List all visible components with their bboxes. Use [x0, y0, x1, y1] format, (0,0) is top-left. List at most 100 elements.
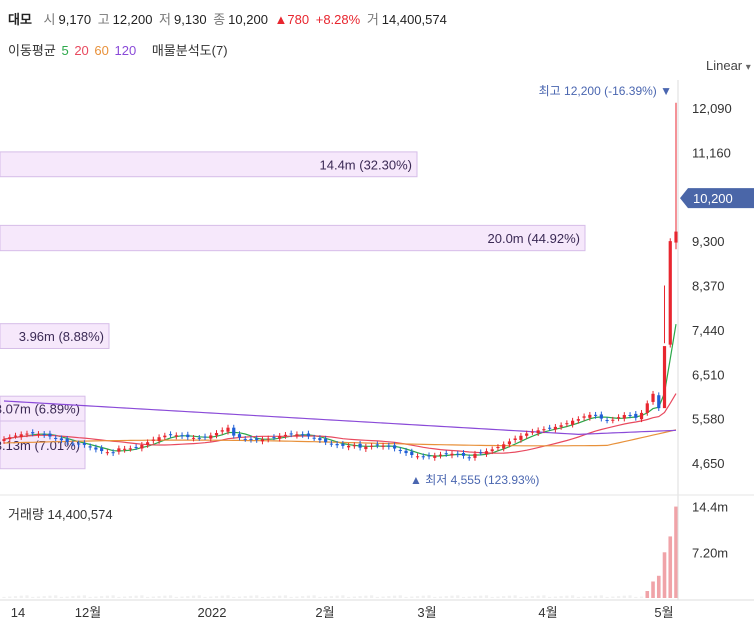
volume-bar-81 — [467, 596, 471, 598]
volume-bar-44 — [255, 595, 259, 598]
volume-bar-99 — [571, 595, 575, 598]
candle-body-16 — [94, 447, 98, 450]
volume-bar-61 — [352, 596, 356, 598]
candle-body-30 — [174, 435, 178, 437]
volume-bar-48 — [278, 595, 282, 598]
candle-body-31 — [180, 435, 184, 437]
candle-body-69 — [398, 449, 402, 451]
volume-bar-78 — [450, 595, 454, 598]
candle-body-93 — [536, 430, 540, 434]
volume-panel-label: 거래량 14,400,574 — [8, 504, 113, 523]
change-percent: +8.28% — [315, 12, 361, 27]
volume-bar-80 — [461, 596, 466, 598]
volume-bar-71 — [410, 596, 414, 598]
volume-bar-31 — [180, 596, 184, 598]
volume-profile-bar-1 — [0, 224, 586, 252]
volume-bar-8 — [48, 595, 52, 598]
candle-body-104 — [599, 414, 603, 419]
volume-bar-9 — [54, 595, 58, 598]
volume-bar-26 — [151, 596, 155, 598]
volume-bar-25 — [145, 596, 150, 598]
volume-bar-37 — [214, 596, 219, 598]
volume-bar-75 — [433, 596, 437, 598]
volume-bar-58 — [335, 595, 339, 598]
candle-body-8 — [48, 433, 52, 437]
candle-body-109 — [628, 415, 632, 417]
ma5-label[interactable]: 5 — [61, 43, 69, 58]
candle-body-98 — [565, 423, 569, 425]
candle-body-95 — [548, 427, 552, 429]
volume-bar-88 — [507, 595, 512, 598]
volume-profile-label-1: 20.0m (44.92%) — [488, 231, 581, 246]
candle-body-19 — [111, 452, 115, 454]
volume-bar-83 — [479, 595, 483, 598]
current-price-tag — [680, 188, 754, 209]
volume-bar-105 — [605, 596, 609, 598]
candle-body-10 — [59, 438, 64, 441]
volume-profile-bar-4 — [0, 420, 86, 470]
y-tick-label-4: 8,370 — [692, 279, 725, 294]
candle-body-52 — [301, 434, 305, 436]
scale-selector[interactable]: Linear ▾ — [706, 58, 751, 73]
volume-bar-28 — [163, 595, 167, 598]
candle-body-51 — [295, 434, 299, 436]
candle-body-25 — [145, 442, 150, 445]
candle-body-107 — [616, 417, 621, 419]
candle-body-38 — [220, 430, 224, 432]
volume-bar-72 — [415, 596, 420, 598]
candle-body-92 — [530, 431, 535, 433]
candle-body-9 — [54, 437, 58, 439]
volume-bar-110 — [634, 596, 638, 598]
x-tick-label-3: 2월 — [315, 605, 334, 620]
candle-body-115 — [662, 346, 667, 409]
volume-bar-14 — [82, 595, 87, 598]
ma20-label[interactable]: 20 — [74, 43, 89, 58]
candle-body-78 — [450, 453, 454, 456]
candle-body-32 — [186, 434, 190, 438]
candle-body-65 — [375, 444, 379, 446]
candle-body-96 — [553, 426, 557, 430]
volume-bar-85 — [490, 596, 494, 598]
volume-profile-toggle[interactable]: 매물분석도(7) — [151, 43, 228, 58]
candle-body-23 — [134, 446, 138, 448]
candle-body-100 — [576, 419, 580, 421]
candle-body-40 — [232, 427, 236, 436]
x-tick-label-5: 4월 — [538, 605, 557, 620]
candle-body-45 — [260, 439, 265, 442]
volume-bar-84 — [484, 595, 489, 598]
candle-body-75 — [433, 455, 437, 458]
volume-bar-22 — [128, 596, 132, 598]
volume-bar-4 — [25, 595, 29, 598]
candle-body-71 — [410, 451, 414, 456]
candle-body-91 — [525, 433, 529, 436]
moving-average-layer — [3, 324, 677, 457]
low-value: 9,130 — [174, 12, 207, 27]
volume-profile-bar-2 — [0, 323, 110, 349]
low-marker-label: ▲ 최저 4,555 (123.93%) — [410, 473, 539, 487]
volume-bar-17 — [100, 596, 104, 598]
candle-body-79 — [456, 453, 460, 455]
candle-body-58 — [335, 443, 339, 446]
ma60-label[interactable]: 60 — [94, 43, 109, 58]
candle-body-76 — [438, 454, 443, 456]
change-value: ▲780 — [274, 12, 310, 27]
y-tick-label-1: 11,160 — [692, 145, 731, 160]
ma120-label[interactable]: 120 — [114, 43, 137, 58]
candle-body-99 — [571, 420, 575, 425]
volume-panel-value: 14,400,574 — [47, 507, 113, 522]
ma20-line — [3, 393, 677, 454]
volume-bar-recent-2 — [656, 575, 661, 598]
x-tick-label-0: 14 — [11, 605, 25, 620]
scale-label: Linear — [706, 58, 743, 73]
candle-body-94 — [542, 429, 546, 431]
volume-bar-77 — [444, 596, 448, 598]
ma-title: 이동평균 — [8, 43, 56, 58]
candle-body-44 — [255, 438, 259, 440]
candle-body-46 — [266, 438, 270, 440]
candle-body-117 — [674, 231, 678, 243]
candle-body-87 — [502, 444, 506, 449]
candle-body-112 — [645, 403, 649, 413]
close-label: 종 — [213, 12, 226, 27]
volume-bar-35 — [203, 596, 207, 598]
